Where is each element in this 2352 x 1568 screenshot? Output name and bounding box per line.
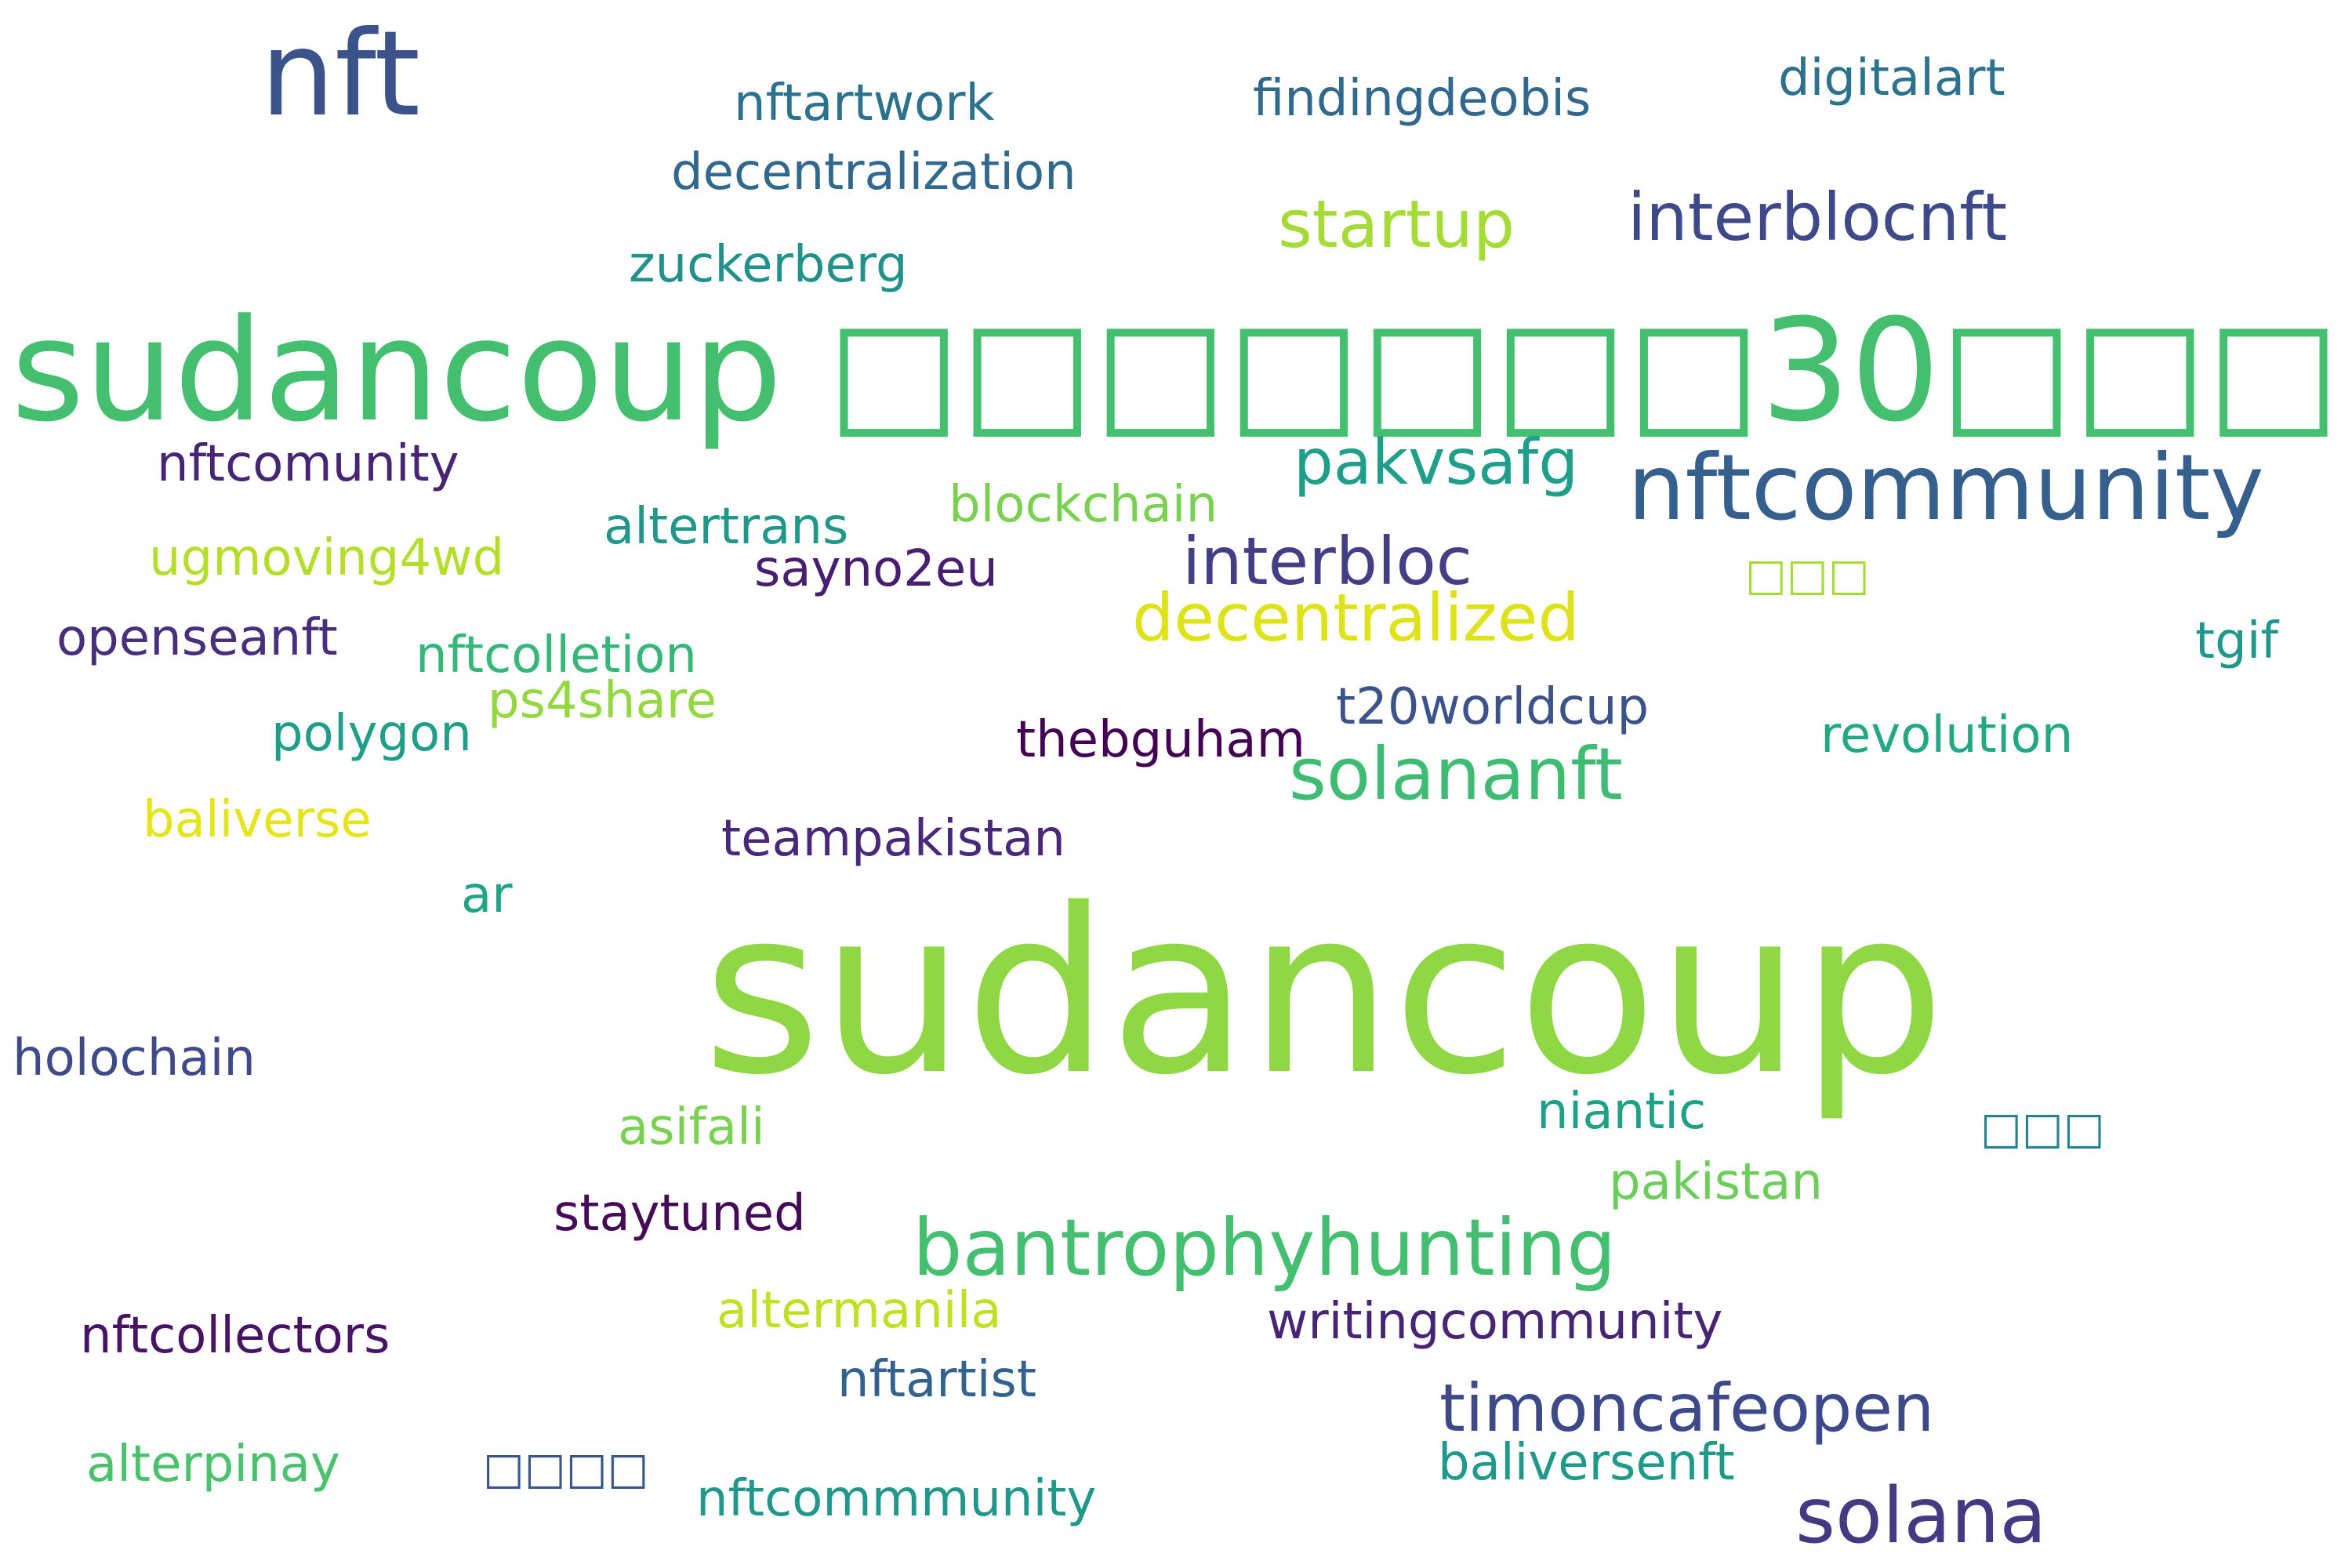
word-baliverse: baliverse: [143, 791, 372, 849]
word-sudancoup-cjk: sudancoup □□□□□□□30□□□□□□: [11, 289, 2352, 453]
word-interbloc: interbloc: [1182, 523, 1472, 600]
word-nftcomunity: nftcomunity: [157, 435, 459, 493]
word-nftcollectors: nftcollectors: [80, 1307, 390, 1365]
word-timoncafeopen: timoncafeopen: [1439, 1370, 1935, 1446]
word-ps4share: ps4share: [488, 672, 717, 730]
word-tgif: tgif: [2195, 612, 2279, 670]
word-cjk-b: □□□: [1980, 1103, 2105, 1154]
word-writingcommunity: writingcommunity: [1267, 1293, 1723, 1351]
word-nftcommmunity: nftcommmunity: [696, 1470, 1097, 1528]
word-polygon: polygon: [271, 705, 472, 763]
word-teampakistan: teampakistan: [721, 810, 1065, 868]
word-sudancoup: sudancoup: [702, 861, 1946, 1125]
word-ugmoving4wd: ugmoving4wd: [149, 529, 505, 587]
word-decentralized: decentralized: [1132, 579, 1580, 656]
word-decentralization: decentralization: [671, 143, 1076, 201]
word-pakistan: pakistan: [1609, 1153, 1823, 1211]
word-nftartist: nftartist: [837, 1351, 1036, 1409]
word-bantrophyhunting: bantrophyhunting: [913, 1202, 1617, 1294]
word-startup: startup: [1278, 186, 1515, 263]
word-nftartwork: nftartwork: [734, 74, 995, 132]
word-interblocnft: interblocnft: [1628, 179, 2008, 256]
word-alterpinay: alterpinay: [86, 1436, 340, 1494]
word-altermanila: altermanila: [717, 1282, 1002, 1340]
word-niantic: niantic: [1537, 1083, 1707, 1141]
word-findingdeobis: findingdeobis: [1253, 70, 1592, 128]
word-blockchain: blockchain: [949, 476, 1218, 534]
word-holochain: holochain: [13, 1029, 256, 1087]
word-nftcommunity: nftcommunity: [1628, 435, 2264, 541]
word-solananft: solananft: [1289, 732, 1623, 816]
word-altertrans: altertrans: [604, 498, 849, 556]
word-pakvsafg: pakvsafg: [1294, 426, 1579, 499]
word-zuckerberg: zuckerberg: [629, 236, 908, 294]
word-t20worldcup: t20worldcup: [1336, 678, 1650, 736]
word-openseanft: openseanft: [56, 609, 338, 667]
word-ar: ar: [461, 866, 513, 924]
word-staytuned: staytuned: [554, 1185, 806, 1243]
word-nft: nft: [260, 6, 421, 143]
word-cjk-c: □□□□: [483, 1443, 649, 1494]
word-asifali: asifali: [618, 1098, 765, 1156]
word-solana: solana: [1795, 1472, 2047, 1561]
word-thebguham: thebguham: [1016, 711, 1305, 769]
word-sayno2eu: sayno2eu: [754, 540, 998, 598]
word-revolution: revolution: [1820, 706, 2074, 764]
word-cjk-a: □□□: [1745, 550, 1870, 601]
word-digitalart: digitalart: [1778, 49, 2005, 107]
word-nftcolletion: nftcolletion: [416, 626, 697, 684]
word-baliversenft: baliversenft: [1438, 1434, 1735, 1492]
